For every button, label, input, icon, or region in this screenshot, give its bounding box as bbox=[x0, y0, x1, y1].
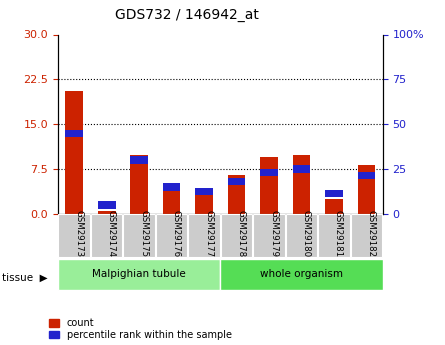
Bar bbox=[130, 157, 148, 164]
FancyBboxPatch shape bbox=[253, 214, 285, 257]
Bar bbox=[65, 91, 83, 214]
Text: GSM29173: GSM29173 bbox=[74, 210, 83, 257]
Bar bbox=[357, 172, 376, 179]
Bar bbox=[65, 130, 83, 137]
Text: GSM29174: GSM29174 bbox=[107, 210, 116, 257]
Bar bbox=[227, 175, 246, 214]
Text: GSM29176: GSM29176 bbox=[172, 210, 181, 257]
Text: GSM29177: GSM29177 bbox=[204, 210, 213, 257]
Bar bbox=[130, 155, 148, 214]
Text: tissue  ▶: tissue ▶ bbox=[2, 273, 48, 283]
Bar bbox=[357, 165, 376, 214]
Bar bbox=[162, 191, 181, 214]
Legend: count, percentile rank within the sample: count, percentile rank within the sample bbox=[49, 318, 232, 340]
FancyBboxPatch shape bbox=[220, 259, 383, 290]
Bar bbox=[292, 155, 311, 214]
FancyBboxPatch shape bbox=[58, 214, 90, 257]
FancyBboxPatch shape bbox=[156, 214, 187, 257]
Text: GDS732 / 146942_at: GDS732 / 146942_at bbox=[115, 8, 259, 22]
Bar bbox=[325, 199, 343, 214]
Text: Malpighian tubule: Malpighian tubule bbox=[92, 269, 186, 279]
Text: GSM29179: GSM29179 bbox=[269, 210, 278, 257]
Bar bbox=[227, 178, 246, 185]
Bar bbox=[260, 157, 278, 214]
FancyBboxPatch shape bbox=[123, 214, 155, 257]
FancyBboxPatch shape bbox=[286, 214, 317, 257]
FancyBboxPatch shape bbox=[221, 214, 252, 257]
Bar bbox=[97, 211, 116, 214]
Bar bbox=[325, 190, 343, 197]
FancyBboxPatch shape bbox=[351, 214, 382, 257]
FancyBboxPatch shape bbox=[188, 214, 220, 257]
Bar bbox=[162, 184, 181, 190]
Bar bbox=[260, 169, 278, 176]
FancyBboxPatch shape bbox=[318, 214, 350, 257]
Text: GSM29181: GSM29181 bbox=[334, 210, 343, 257]
Text: whole organism: whole organism bbox=[260, 269, 343, 279]
Text: GSM29180: GSM29180 bbox=[302, 210, 311, 257]
Text: GSM29178: GSM29178 bbox=[237, 210, 246, 257]
Bar bbox=[195, 188, 213, 195]
Bar bbox=[292, 166, 311, 172]
FancyBboxPatch shape bbox=[58, 259, 220, 290]
Text: GSM29175: GSM29175 bbox=[139, 210, 148, 257]
FancyBboxPatch shape bbox=[91, 214, 122, 257]
Bar bbox=[97, 201, 116, 208]
Bar bbox=[195, 193, 213, 214]
Text: GSM29182: GSM29182 bbox=[367, 210, 376, 257]
